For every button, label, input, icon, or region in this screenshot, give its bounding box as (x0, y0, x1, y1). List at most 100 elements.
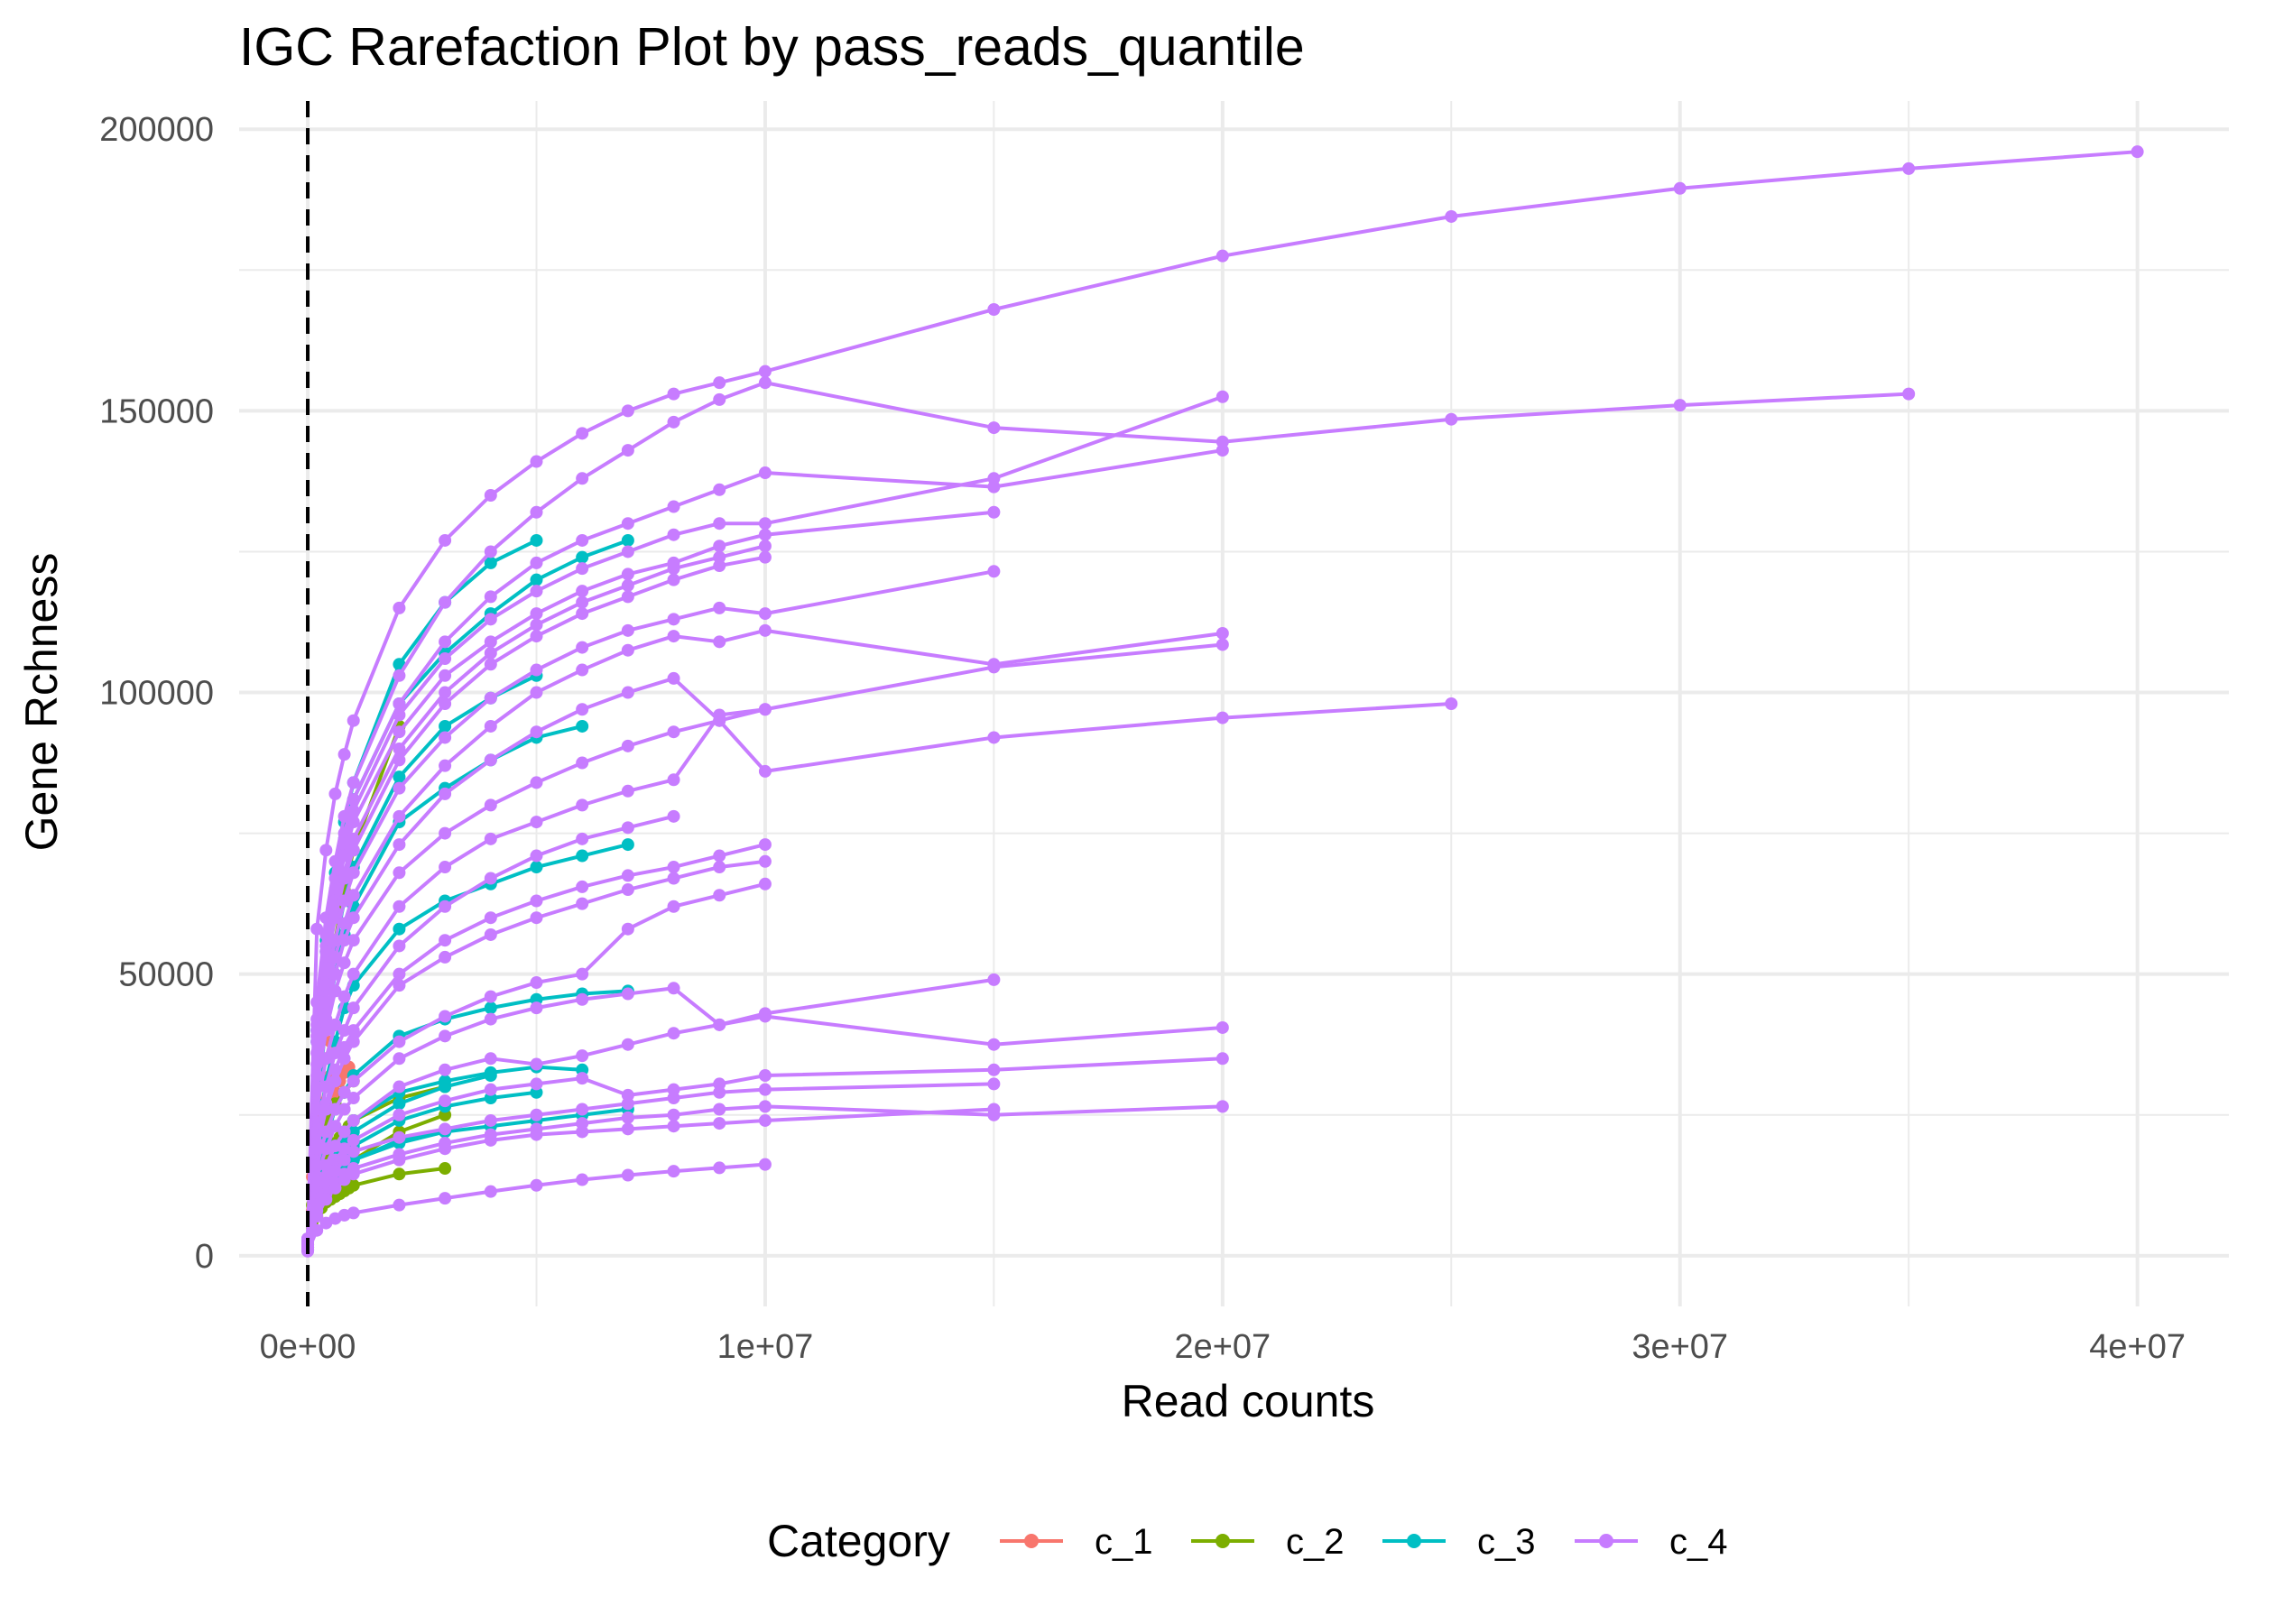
data-point (1216, 1100, 1229, 1113)
legend-label: c_1 (1095, 1522, 1153, 1562)
data-point (319, 1103, 333, 1116)
data-point (530, 861, 543, 874)
data-point (393, 1035, 406, 1048)
data-point (347, 776, 360, 789)
data-point (439, 635, 452, 649)
data-point (667, 809, 680, 823)
data-point (987, 302, 1001, 316)
data-point (484, 691, 497, 705)
data-point (393, 900, 406, 913)
data-point (328, 1181, 342, 1195)
data-point (393, 1153, 406, 1167)
data-point (530, 607, 543, 621)
data-point (484, 635, 497, 649)
data-point (328, 1018, 342, 1031)
data-point (621, 623, 634, 637)
data-point (621, 1122, 634, 1136)
data-point (328, 1047, 342, 1060)
x-tick-label: 2e+07 (1174, 1328, 1271, 1366)
data-point (328, 1120, 342, 1133)
legend-label: c_3 (1477, 1522, 1536, 1562)
data-point (393, 708, 406, 722)
data-point (621, 821, 634, 835)
data-point (337, 748, 351, 761)
data-point (621, 567, 634, 581)
data-point (576, 719, 589, 733)
data-point (713, 861, 726, 874)
data-point (758, 703, 772, 716)
series-line (306, 510, 994, 1240)
data-point (393, 1130, 406, 1144)
data-point (393, 967, 406, 981)
data-point (439, 1029, 452, 1043)
data-point (621, 1111, 634, 1124)
data-point (347, 1133, 360, 1147)
data-point (987, 1077, 1001, 1091)
data-point (347, 889, 360, 902)
data-point (393, 725, 406, 739)
data-point (310, 1158, 324, 1172)
data-point (621, 1168, 634, 1182)
data-point (439, 1080, 452, 1093)
data-point (621, 784, 634, 798)
data-point (439, 950, 452, 964)
data-point (484, 489, 497, 503)
legend-key-point (1599, 1534, 1613, 1548)
data-point (713, 1161, 726, 1175)
data-point (347, 1035, 360, 1048)
data-point (621, 869, 634, 882)
data-point (439, 861, 452, 874)
data-point (713, 601, 726, 614)
legend-label: c_4 (1669, 1522, 1728, 1562)
data-point (393, 809, 406, 823)
data-point (758, 838, 772, 852)
data-point (667, 573, 680, 586)
y-axis-title: Gene Rchness (16, 553, 67, 852)
data-point (576, 585, 589, 598)
data-point (439, 652, 452, 666)
x-axis-title: Read counts (1122, 1376, 1375, 1426)
data-point (576, 1049, 589, 1063)
data-point (713, 1085, 726, 1099)
data-point (347, 844, 360, 857)
data-point (667, 1165, 680, 1178)
data-point (347, 967, 360, 981)
data-point (439, 669, 452, 682)
data-point (1216, 390, 1229, 403)
data-point (621, 578, 634, 592)
data-point (987, 472, 1001, 485)
data-point (576, 595, 589, 609)
data-point (576, 897, 589, 910)
data-point (328, 787, 342, 800)
data-point (484, 1185, 497, 1198)
data-point (393, 669, 406, 682)
data-point (393, 1108, 406, 1121)
legend-title: Category (767, 1516, 950, 1566)
data-point (713, 392, 726, 406)
data-point (530, 1057, 543, 1071)
data-point (328, 1103, 342, 1116)
data-point (337, 1103, 351, 1116)
legend-key-point (1407, 1534, 1421, 1548)
data-point (667, 725, 680, 739)
data-point (758, 607, 772, 621)
data-point (337, 1173, 351, 1186)
data-point (319, 844, 333, 857)
data-point (439, 686, 452, 699)
data-point (576, 849, 589, 863)
data-point (347, 1092, 360, 1105)
data-point (530, 630, 543, 643)
data-point (439, 697, 452, 710)
data-point (530, 776, 543, 789)
data-point (530, 849, 543, 863)
data-point (621, 739, 634, 752)
legend-key-point (1216, 1534, 1230, 1548)
data-point (347, 1178, 360, 1192)
data-point (987, 1038, 1001, 1051)
data-point (1216, 249, 1229, 263)
data-point (758, 466, 772, 480)
data-point (439, 934, 452, 947)
data-point (484, 613, 497, 626)
data-point (337, 990, 351, 1003)
data-point (758, 550, 772, 564)
